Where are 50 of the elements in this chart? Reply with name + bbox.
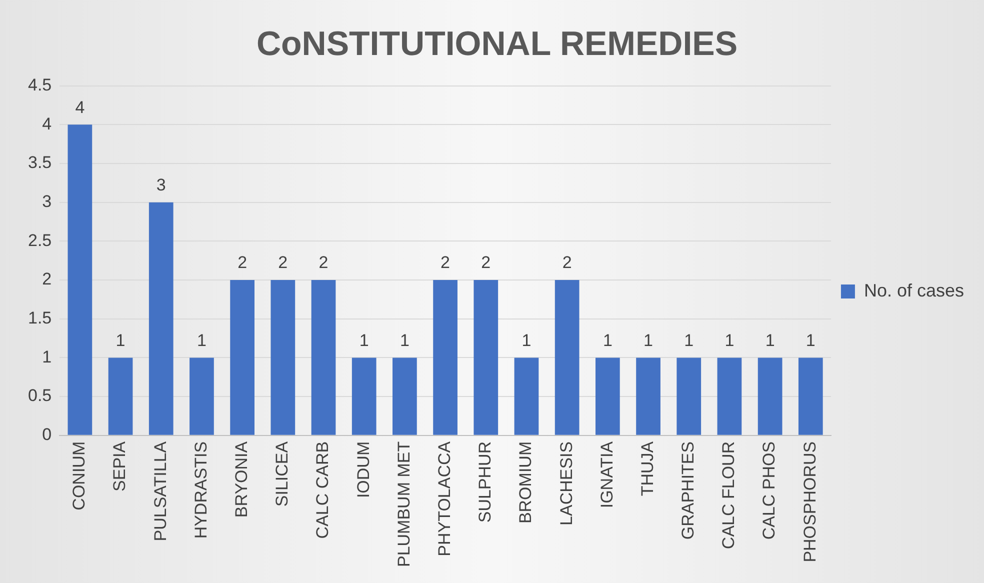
- x-tick-label: IGNATIA: [597, 440, 616, 508]
- data-label: 2: [278, 253, 288, 272]
- data-label: 3: [156, 176, 166, 195]
- data-label: 2: [440, 253, 450, 272]
- data-label: 1: [684, 330, 694, 350]
- data-label: 1: [644, 330, 654, 350]
- x-tick-label: CONIUM: [70, 441, 89, 510]
- data-label: 2: [238, 253, 248, 272]
- data-label: 2: [481, 253, 491, 272]
- y-tick-label: 3.5: [28, 153, 52, 172]
- x-tick-label: GRAPHITES: [678, 441, 698, 540]
- x-tick-label: BROMIUM: [516, 441, 536, 524]
- x-tick-label: SEPIA: [110, 440, 130, 492]
- x-tick-label: SULPHUR: [476, 441, 495, 523]
- y-tick-label: 4.5: [28, 75, 52, 94]
- data-label: 1: [602, 330, 612, 350]
- x-tick-label: PULSATILLA: [150, 440, 170, 542]
- x-tick-label: PHYTOLACCA: [434, 440, 454, 556]
- x-tick-label: CALC FLOUR: [719, 441, 738, 550]
- data-label: 2: [562, 253, 572, 272]
- x-tick-label: CALC PHOS: [760, 441, 779, 540]
- legend-label: No. of cases: [864, 280, 964, 300]
- x-tick-label: PHOSPHORUS: [800, 441, 820, 562]
- data-label: 1: [724, 330, 734, 350]
- data-label: 1: [116, 330, 126, 350]
- data-label: 1: [522, 330, 532, 350]
- x-tick-label: PLUMBUM MET: [394, 441, 414, 568]
- y-tick-label: 2.5: [28, 230, 52, 250]
- data-label: 1: [765, 330, 775, 350]
- x-tick-label: CALC CARB: [313, 441, 332, 539]
- y-tick-label: 1.5: [28, 308, 52, 328]
- data-label: 2: [318, 253, 328, 272]
- data-label: 1: [806, 330, 816, 350]
- y-tick-label: 4: [42, 114, 52, 134]
- x-tick-label: IODUM: [354, 441, 373, 498]
- x-tick-label: SILICEA: [272, 440, 292, 507]
- data-label: 1: [359, 330, 369, 350]
- x-tick-label: LACHESIS: [556, 441, 576, 526]
- data-label: 1: [400, 330, 410, 350]
- y-tick-label: 1: [42, 347, 52, 366]
- data-label: 1: [196, 330, 206, 350]
- chart-title: CoNSTITUTIONAL REMEDIES: [256, 24, 738, 63]
- data-label: 4: [75, 98, 85, 117]
- y-tick-label: 3: [42, 192, 52, 212]
- y-tick-label: 0.5: [28, 386, 52, 406]
- x-tick-label: HYDRASTIS: [191, 441, 210, 539]
- y-tick-label: 0: [42, 425, 52, 444]
- y-tick-label: 2: [42, 270, 52, 289]
- x-tick-label: THUJA: [638, 440, 657, 496]
- x-tick-label: BRYONIA: [232, 440, 251, 518]
